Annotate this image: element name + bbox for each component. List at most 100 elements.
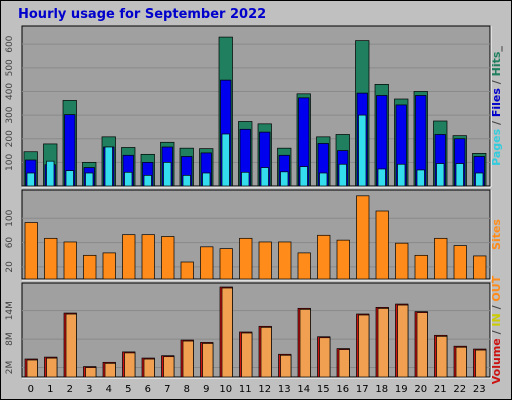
volume-out-bar-18	[377, 308, 389, 378]
sites-bar-22	[453, 245, 467, 280]
pages-bar-13	[280, 171, 289, 187]
x-tick-label-1: 1	[47, 384, 53, 395]
pages-bar-1	[46, 160, 55, 187]
sites-bar-0	[24, 222, 38, 280]
volume-out-bar-3	[85, 367, 97, 378]
volume-out-bar-5	[124, 352, 136, 378]
side-label-p1: Sites	[490, 219, 503, 250]
pages-bar-15	[319, 172, 328, 187]
volume-out-bar-21	[436, 335, 448, 378]
pages-bar-20	[416, 169, 425, 187]
x-tick-label-8: 8	[184, 384, 190, 395]
x-tick-label-13: 13	[278, 384, 291, 395]
x-tick-label-21: 21	[434, 384, 447, 395]
volume-out-bar-7	[163, 356, 175, 378]
x-tick-label-6: 6	[145, 384, 151, 395]
volume-out-bar-0	[26, 359, 38, 378]
pages-bar-4	[104, 146, 113, 187]
pages-bar-9	[202, 172, 211, 187]
x-tick-label-18: 18	[375, 384, 388, 395]
side-label-part-p1-0: Sites	[490, 219, 503, 250]
pages-bar-22	[455, 163, 464, 187]
y-tick-label-p0-3: 400	[5, 83, 15, 100]
sites-bar-8	[180, 261, 194, 280]
x-tick-label-10: 10	[219, 384, 232, 395]
volume-out-bar-1	[46, 357, 58, 378]
volume-out-bar-15	[319, 337, 331, 378]
volume-out-bar-16	[338, 349, 350, 378]
volume-out-bar-23	[475, 349, 487, 378]
side-label-part-p0-4: Hits	[490, 51, 503, 76]
y-tick-label-p2-1: 8M	[5, 332, 15, 346]
y-tick-label-p0-5: 600	[5, 35, 15, 52]
y-tick-label-p1-0: 20	[5, 261, 15, 273]
panel-volume	[21, 282, 491, 378]
volume-out-bar-6	[143, 358, 155, 378]
y-tick-label-p1-1: 60	[5, 237, 15, 249]
volume-out-bar-20	[416, 312, 428, 378]
sites-bar-11	[239, 237, 253, 280]
volume-out-bar-17	[358, 314, 370, 378]
x-tick-label-4: 4	[106, 384, 112, 395]
y-tick-label-p0-2: 300	[5, 106, 15, 123]
pages-bar-10	[221, 133, 230, 187]
sites-bar-12	[258, 241, 272, 280]
x-tick-label-17: 17	[356, 384, 369, 395]
volume-out-bar-12	[260, 326, 272, 378]
y-tick-label-p0-1: 200	[5, 130, 15, 147]
volume-out-bar-10	[221, 287, 233, 378]
pages-bar-6	[143, 175, 152, 187]
side-label-p0: Pages / Files / Hits_	[490, 46, 503, 166]
side-label-part-p2-0: Volume	[490, 338, 503, 384]
side-label-p2: Volume / IN / OUT	[490, 275, 503, 384]
pages-bar-17	[358, 114, 367, 187]
sites-bar-3	[83, 254, 97, 280]
side-label-part-p0-2: Files	[490, 88, 503, 118]
volume-out-bar-22	[455, 346, 467, 378]
side-label-part-p2-1: /	[490, 327, 503, 339]
volume-out-bar-2	[65, 313, 77, 378]
sites-bar-9	[200, 246, 214, 280]
sites-bar-18	[375, 210, 389, 280]
pages-bar-23	[475, 172, 484, 187]
x-tick-label-22: 22	[453, 384, 466, 395]
x-tick-label-15: 15	[317, 384, 330, 395]
sites-bar-13	[278, 241, 292, 280]
pages-bar-16	[338, 163, 347, 187]
x-tick-label-14: 14	[297, 384, 310, 395]
pages-bar-0	[26, 172, 35, 187]
x-tick-label-11: 11	[239, 384, 252, 395]
volume-out-bar-13	[280, 354, 292, 378]
x-tick-label-12: 12	[258, 384, 271, 395]
chart-title: Hourly usage for September 2022	[18, 7, 267, 22]
panel-hits-files-pages	[21, 25, 491, 187]
sites-bar-20	[414, 254, 428, 280]
pages-bar-7	[163, 162, 172, 187]
x-tick-label-2: 2	[67, 384, 73, 395]
x-tick-label-20: 20	[414, 384, 427, 395]
x-tick-label-0: 0	[28, 384, 34, 395]
y-tick-label-p2-0: 2M	[5, 361, 15, 375]
pages-bar-21	[436, 163, 445, 187]
sites-bar-10	[219, 248, 233, 280]
y-tick-label-p0-4: 500	[5, 59, 15, 76]
x-tick-label-23: 23	[473, 384, 486, 395]
pages-bar-19	[397, 163, 406, 187]
pages-bar-2	[65, 170, 74, 187]
pages-bar-18	[377, 168, 386, 187]
x-tick-label-9: 9	[203, 384, 209, 395]
side-label-part-p0-3: /	[490, 76, 503, 88]
x-tick-label-7: 7	[164, 384, 170, 395]
side-label-part-p2-3: /	[490, 302, 503, 314]
sites-bar-23	[473, 255, 487, 280]
side-label-part-p2-4: OUT	[490, 275, 503, 301]
pages-bar-12	[260, 167, 269, 187]
pages-bar-3	[85, 172, 94, 187]
sites-bar-7	[161, 236, 175, 280]
pages-bar-8	[182, 175, 191, 187]
volume-out-bar-4	[104, 362, 116, 378]
y-tick-label-p0-0: 100	[5, 154, 15, 171]
sites-bar-2	[63, 241, 77, 280]
y-tick-label-p2-2: 14M	[5, 301, 15, 320]
